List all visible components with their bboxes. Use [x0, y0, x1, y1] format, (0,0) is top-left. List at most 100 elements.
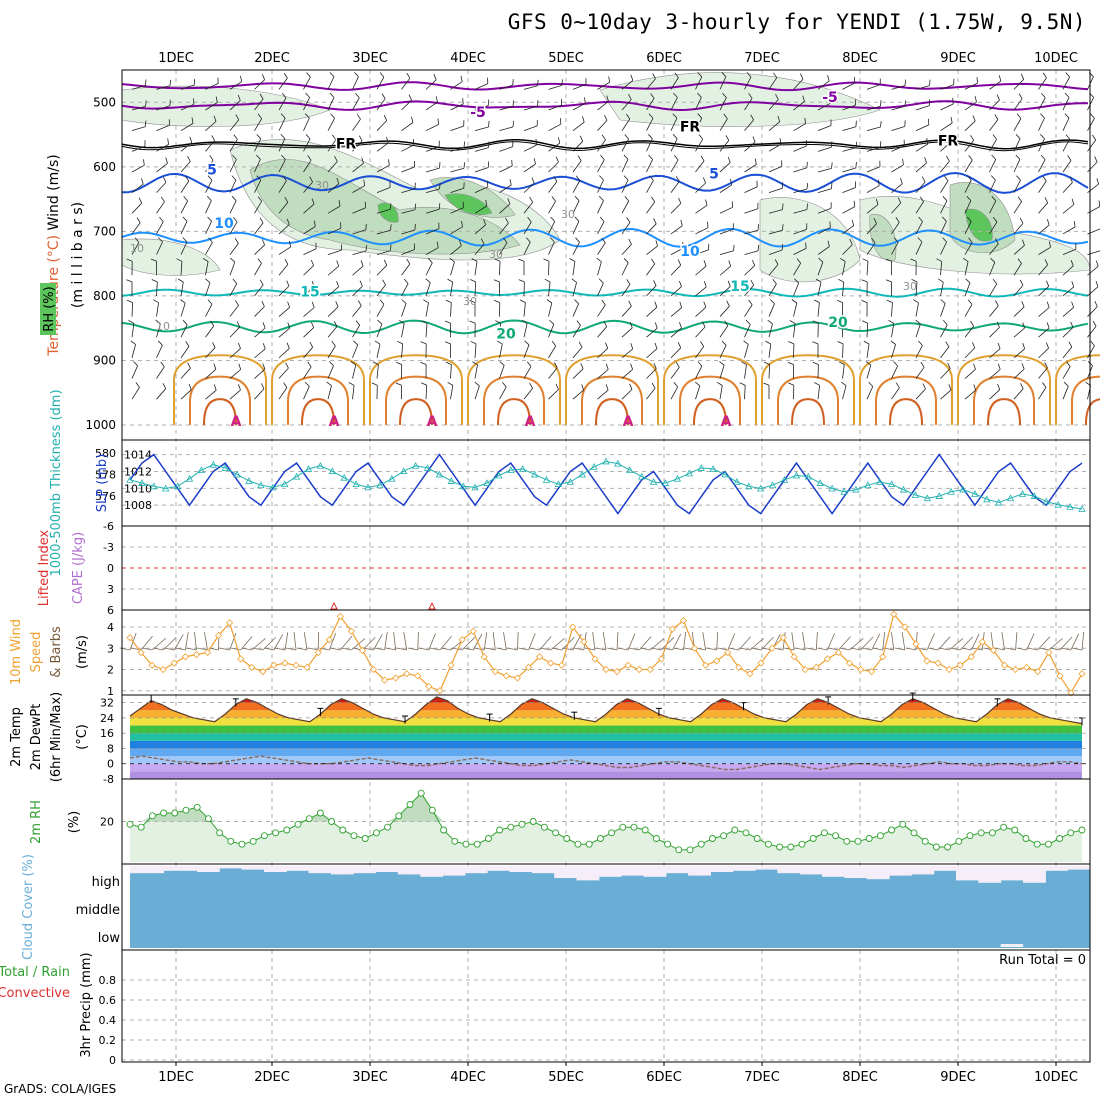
wind-barb-shaft: [499, 203, 511, 214]
wind-barb-flag: [831, 162, 833, 169]
wind-barb-flag: [880, 100, 882, 107]
wind-barb-shaft: [695, 306, 707, 317]
thickness-point: [1066, 503, 1074, 510]
wind-barb-shaft: [744, 164, 757, 173]
wind-barb: [327, 340, 336, 359]
wind-barb: [1013, 279, 1024, 297]
wind-barb: [350, 361, 357, 379]
wind-barb-flag: [938, 278, 944, 283]
wind-barb-flag: [1070, 321, 1074, 328]
wind-barb: [1038, 113, 1045, 131]
wind-speed-point: [259, 668, 267, 676]
wind-barb-flag: [875, 198, 879, 205]
wind-barb: [1087, 156, 1098, 173]
wind-barb-flag: [924, 157, 927, 163]
thickness-point: [471, 483, 479, 491]
wind-barb: [572, 363, 584, 379]
wind-barb-flag: [967, 175, 972, 181]
wind-barb-shaft: [695, 365, 703, 379]
wind-barb-shaft: [719, 305, 730, 317]
wind-barb: [445, 299, 452, 317]
wind-barb: [915, 319, 921, 338]
rh2m-point: [182, 806, 190, 814]
wind-barb: [572, 78, 587, 90]
surface-wind-barb-tail: [142, 647, 153, 651]
thickness-point: [995, 498, 1003, 506]
temp-ylabel-text: (°C): [75, 724, 90, 750]
wind-barb-flag: [543, 258, 550, 262]
wind-barb-flag: [1070, 260, 1074, 266]
wind-barb: [395, 382, 402, 400]
wind-barb-flag: [727, 280, 731, 287]
wind-barb: [670, 382, 679, 400]
wind-barb-shaft: [523, 163, 536, 173]
wind-barb-flag: [904, 100, 906, 107]
wind-barb: [670, 301, 683, 317]
wind-barb-flag: [630, 363, 633, 370]
wind-barb-flag: [414, 223, 416, 230]
wind-barb: [744, 244, 759, 255]
wind-barb-flag: [992, 278, 998, 285]
wind-barb: [646, 240, 658, 255]
wind-barb-flag: [163, 176, 167, 183]
wind-speed-point: [237, 655, 245, 663]
wind-barb-shaft: [523, 105, 538, 111]
surface-wind-barb: [891, 632, 895, 651]
wind-barb-flag: [757, 244, 759, 251]
wind-barb-shaft: [1013, 263, 1022, 276]
wind-barb: [376, 93, 386, 111]
wind-barb: [205, 175, 213, 193]
wind-barb-shaft: [131, 126, 146, 132]
wind-barb-flag: [261, 383, 265, 390]
wind-barb-flag: [1021, 363, 1025, 370]
wind-barb-shaft: [131, 242, 140, 255]
wind-barb-flag: [143, 159, 145, 166]
thickness-point: [1042, 497, 1050, 505]
wind-barb-flag: [141, 178, 144, 185]
wind-barb: [303, 301, 315, 317]
wind-barb: [499, 217, 509, 235]
wind-ylabel: 10m Wind: [9, 619, 24, 685]
wind-barb-shaft: [793, 167, 808, 173]
wind-barb-shaft: [450, 226, 463, 235]
wind-barb-flag: [494, 258, 501, 262]
wind-barb-flag: [126, 258, 133, 262]
wind-barb: [352, 223, 367, 235]
cloud-high-bar: [453, 866, 466, 876]
cloud-high-bar: [900, 866, 912, 876]
wind-barb-shaft: [768, 249, 783, 255]
wind-barb-shaft: [548, 261, 550, 276]
wind-barb-shaft: [499, 146, 513, 152]
wind-barb-shaft: [548, 302, 553, 317]
wind-barb: [153, 299, 159, 317]
wind-barb-shaft: [303, 386, 310, 400]
cloud-high-bar: [476, 866, 488, 874]
temp-band: [130, 696, 1082, 703]
wind-barb-flag: [237, 94, 241, 101]
wind-barb: [885, 279, 892, 296]
thickness-ylabel-text: 1000-500mb Thickness (dm): [49, 389, 64, 576]
surface-wind-barb-tail: [1027, 647, 1038, 651]
wind-barb-flag: [128, 320, 135, 324]
wind-barb-shaft: [523, 302, 526, 317]
panel-frame: [121, 949, 1091, 1063]
surface-isotherm-arch: [369, 354, 463, 425]
wind-barb-flag: [135, 382, 140, 388]
wind-barb-shaft: [229, 81, 242, 90]
wind-barb-flag: [160, 361, 165, 368]
wind-barb: [254, 258, 262, 276]
wind-barb-flag: [940, 299, 946, 304]
wind-barb-flag: [605, 363, 609, 370]
wind-barb-flag: [763, 361, 770, 365]
wind-speed-point: [381, 676, 389, 684]
wind-barb: [989, 383, 1001, 400]
wind-barb-flag: [674, 72, 679, 78]
wind-barb-flag: [305, 113, 310, 119]
wind-barb: [989, 134, 997, 152]
wind-barb: [670, 92, 678, 111]
wind-barb-flag: [445, 361, 452, 365]
surface-wind-barb-tail: [1060, 647, 1072, 651]
wind-barb-flag: [992, 216, 998, 223]
wind-barb-flag: [408, 94, 412, 101]
wind-barb-shaft: [352, 285, 363, 297]
